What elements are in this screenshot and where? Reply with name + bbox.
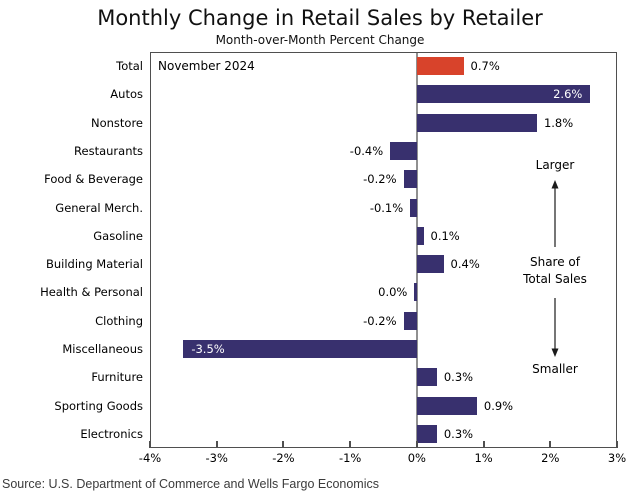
- x-axis-tick-label: -3%: [205, 451, 228, 465]
- category-label: Electronics: [80, 426, 143, 441]
- category-label: Miscellaneous: [62, 341, 143, 356]
- period-label: November 2024: [158, 59, 255, 73]
- category-label: Autos: [110, 87, 143, 102]
- up-arrow-icon: [551, 180, 559, 247]
- bar: [416, 85, 591, 104]
- bar-value-label: 0.3%: [443, 370, 474, 385]
- chart-title: Monthly Change in Retail Sales by Retail…: [97, 6, 543, 30]
- x-axis-tick-label: 0%: [407, 451, 426, 465]
- category-label: Nonstore: [90, 115, 143, 130]
- bar: [403, 311, 417, 330]
- x-axis-tick-label: 2%: [541, 451, 560, 465]
- x-axis-tick: [149, 441, 151, 448]
- bar-value-label: 0.9%: [483, 398, 514, 413]
- bar-value-label: 0.7%: [470, 59, 500, 74]
- category-label: Gasoline: [93, 228, 143, 243]
- x-axis-tick-label: -4%: [138, 451, 162, 465]
- x-axis-tick-label: 3%: [607, 451, 627, 465]
- category-label: Health & Personal: [40, 285, 143, 300]
- category-label: Food & Beverage: [44, 172, 143, 187]
- x-axis-tick: [482, 441, 485, 448]
- bar-value-label: 0.3%: [443, 426, 474, 441]
- x-axis-tick: [549, 441, 552, 448]
- bar-value-label: 0.4%: [450, 257, 480, 272]
- source-attribution: Source: U.S. Department of Commerce and …: [2, 477, 379, 491]
- annotation-share-line1: Share of: [529, 255, 580, 269]
- category-label: General Merch.: [55, 200, 143, 215]
- bar: [416, 113, 537, 132]
- category-label: Building Material: [45, 257, 143, 272]
- category-label: Furniture: [91, 370, 143, 385]
- annotation-share-of-total-sales: Share of Total Sales: [495, 254, 615, 288]
- bar: [403, 170, 417, 189]
- annotation-larger: Larger: [535, 158, 575, 172]
- bar: [390, 142, 417, 160]
- bar-value-label: -0.2%: [363, 172, 397, 187]
- bar: [416, 396, 477, 415]
- category-label: Restaurants: [74, 143, 143, 158]
- category-label: Clothing: [95, 313, 143, 328]
- bar: [416, 226, 424, 245]
- category-label: Sporting Goods: [54, 398, 143, 413]
- bar-value-label: 2.6%: [553, 87, 583, 102]
- bar-value-label: -0.2%: [363, 313, 397, 328]
- bar: [416, 424, 437, 443]
- chart-subtitle: Month-over-Month Percent Change: [215, 33, 425, 47]
- x-axis-tick: [282, 441, 285, 448]
- x-axis-tick: [215, 441, 218, 448]
- category-label: Total: [116, 59, 143, 74]
- bar: [416, 368, 437, 387]
- plot-area: 0.7% 2.6% 1.8% -0.4% -0.2% -0.1% 0.1% 0.4% 0.0% -…: [149, 52, 618, 448]
- x-axis-tick-label: -2%: [272, 451, 295, 465]
- x-axis-tick: [349, 441, 352, 448]
- x-axis-tick-label: -1%: [338, 451, 362, 465]
- bar-value-label: -3.5%: [191, 341, 225, 356]
- zero-gridline: [415, 52, 418, 448]
- down-arrow-icon: [551, 298, 559, 357]
- annotation-smaller: Smaller: [532, 362, 578, 376]
- x-axis-tick: [415, 441, 418, 448]
- bar-value-label: 0.1%: [430, 228, 460, 243]
- annotation-share-line2: Total Sales: [523, 272, 587, 286]
- x-axis-tick: [616, 441, 618, 448]
- x-axis-tick-label: 1%: [474, 451, 493, 465]
- bar-value-label: 0.0%: [378, 285, 408, 300]
- bar-value-label: 1.8%: [543, 115, 574, 130]
- bar: [414, 283, 417, 302]
- bar-value-label: -0.1%: [369, 200, 404, 215]
- bar-value-label: -0.4%: [349, 143, 384, 158]
- bar: [410, 198, 417, 217]
- category-axis: Total Autos Nonstore Restaurants Food & Beve…: [0, 52, 143, 448]
- bar: [416, 255, 444, 274]
- bar: [183, 340, 417, 358]
- bar: [416, 57, 464, 76]
